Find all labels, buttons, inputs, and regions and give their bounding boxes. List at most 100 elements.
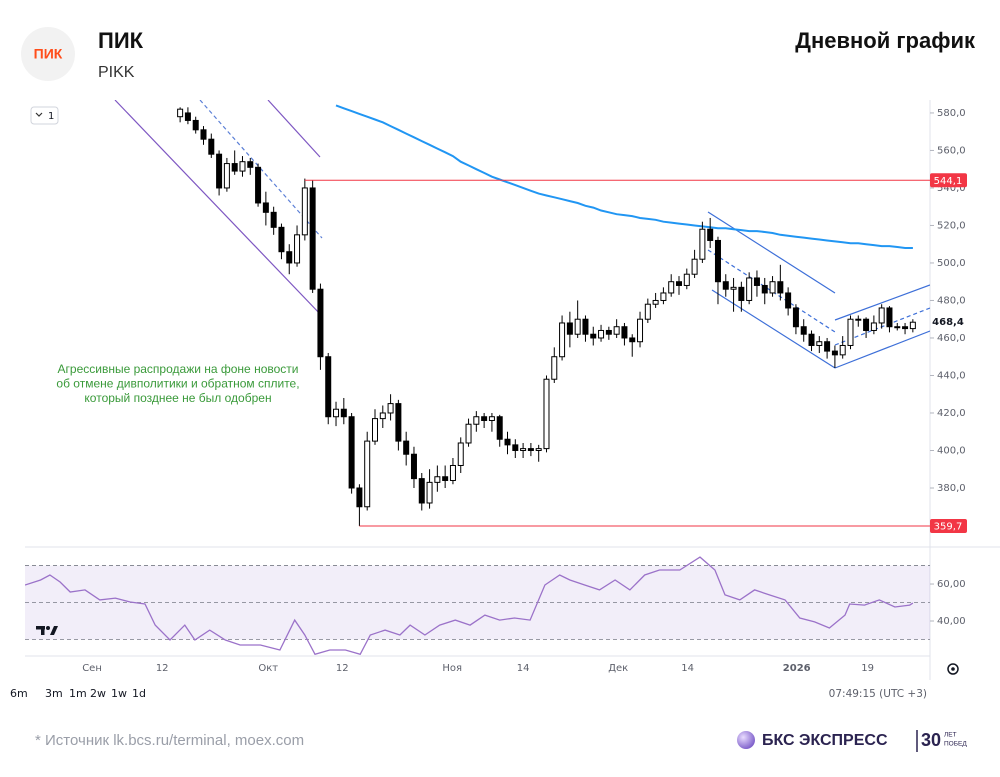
range-button[interactable]: 2w [90,687,106,700]
candle-body [878,307,885,324]
chevron [35,112,43,117]
candle-body [598,329,605,339]
y-tick-label: 500,0 [937,258,966,269]
range-button[interactable]: 1w [111,687,127,700]
candle-body [886,307,893,328]
candle-body [582,318,589,335]
chart-kind: Дневной график [795,28,976,53]
candle-body [668,281,675,294]
candle-body [278,226,285,253]
tv-logo-part [41,626,45,635]
candle-body [777,281,784,294]
candle-body [691,258,698,275]
x-tick-label: Сен [82,663,102,674]
y-tick-label: 400,0 [937,445,966,456]
y-tick-label: 480,0 [937,295,966,306]
candle-body [785,292,792,309]
candle-body [504,438,511,446]
candle-body [488,416,495,421]
brand-note: ПОБЕД [944,741,967,748]
candle-body [184,112,191,121]
candle-body [839,344,846,356]
y-tick-label: 380,0 [937,483,966,494]
candle-body [301,187,308,236]
candle-body [535,448,542,451]
tv-logo [36,626,58,635]
y-tick-label: 420,0 [937,408,966,419]
candle-body [426,481,433,504]
clock: 07:49:15 (UTC +3) [829,688,927,700]
candle-body [333,408,340,418]
candle-body [637,318,644,343]
candle-body [613,326,620,335]
brand-note: ЛЕТ [944,732,957,739]
channel-line [711,289,836,369]
candle-body [449,464,456,481]
candle-body [644,303,651,320]
source-note: * Источник lk.bcs.ru/terminal, moex.com [35,732,304,749]
y-tick-label: 40,00 [937,616,966,627]
range-button[interactable]: 1m [69,687,87,700]
interval-button[interactable] [30,106,59,125]
brand-orb [737,731,755,749]
candle-body [707,228,714,241]
candle-body [309,187,316,290]
candle-body [512,444,519,451]
candle-body [808,333,815,346]
tv-logo-part [46,626,50,630]
candle-body [262,202,269,213]
channel-line [267,100,321,158]
candle-body [208,138,215,155]
x-tick-label: Дек [608,663,628,674]
settings-dot [951,667,955,671]
candle-body [403,440,410,455]
candle-body [870,322,877,331]
settings-button[interactable] [947,663,959,675]
candle-body [722,281,729,290]
candle-body [216,153,223,189]
candle-body [824,341,831,352]
candle-body [434,476,441,483]
interval-value: 1 [48,111,54,122]
brand: БКС ЭКСПРЕСС [762,732,888,749]
x-tick-label: 19 [861,663,874,674]
candle-body [831,350,838,356]
range-button[interactable]: 6m [10,687,28,700]
range-button[interactable]: 3m [45,687,63,700]
candle-body [909,321,916,330]
candle-body [605,329,612,335]
level-badge [930,173,967,188]
y-tick-label: 440,0 [937,370,966,381]
candle-body [410,453,417,480]
candle-body [465,423,472,444]
candle-body [855,318,862,321]
candle-body [371,418,378,442]
candle-body [574,318,581,335]
ticker: PIKK [98,64,135,81]
x-tick-label: Ноя [442,663,462,674]
candle-body [247,161,254,168]
candle-body [286,251,293,264]
x-tick-label: 12 [336,663,349,674]
tv-logo-part [50,626,58,635]
range-button[interactable]: 1d [132,687,146,700]
candle-body [660,292,667,301]
logo-circle [21,27,75,81]
annotation: об отмене дивполитики и обратном сплите, [56,377,299,391]
level-label: 544,1 [934,176,963,187]
brand-years: 30 [921,730,941,750]
candle-body [699,228,706,260]
candle-body [340,408,347,418]
candle-body [255,166,262,204]
axes: 380,0 400,0 420,0 440,0 460,0 480,0 500,0 520,0… [56,108,967,674]
candle-body [761,284,768,294]
y-tick-label: 460,0 [937,333,966,344]
candle-body [379,412,386,420]
candle-body [652,299,659,305]
candle-body [348,416,355,489]
candle-body [683,273,690,286]
candle-body [364,440,371,508]
channel-line [834,330,930,369]
